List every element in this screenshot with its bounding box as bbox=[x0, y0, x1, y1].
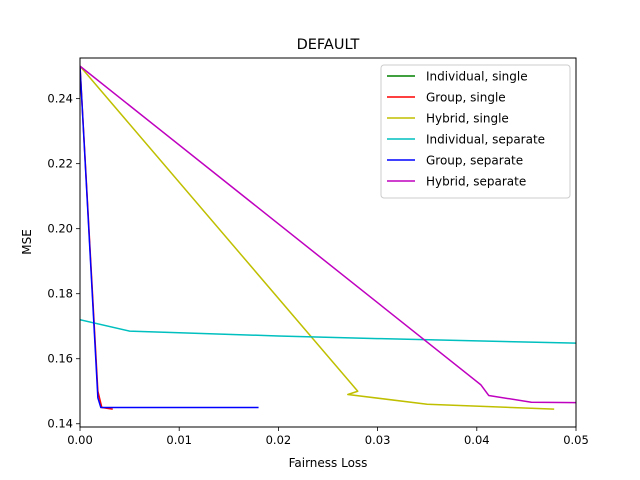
y-axis-label: MSE bbox=[20, 229, 34, 255]
series-line-3 bbox=[80, 65, 555, 410]
x-tick-label: 0.00 bbox=[67, 433, 93, 447]
y-tick-label: 0.14 bbox=[47, 417, 73, 431]
legend-box bbox=[380, 64, 571, 199]
plot-lines bbox=[80, 65, 576, 410]
y-tick-label: 0.24 bbox=[47, 92, 73, 106]
series-line-4 bbox=[80, 318, 576, 344]
series-line-5 bbox=[80, 66, 259, 409]
x-axis: 0.00 0.01 0.02 0.03 0.04 0.05 bbox=[67, 427, 589, 447]
y-tick-label: 0.22 bbox=[47, 157, 73, 171]
chart-title: DEFAULT bbox=[297, 37, 360, 53]
x-tick-label: 0.01 bbox=[166, 433, 192, 447]
x-tick-label: 0.03 bbox=[365, 433, 391, 447]
legend-label: Group, single bbox=[426, 91, 506, 105]
x-tick-label: 0.02 bbox=[266, 433, 292, 447]
series-line-6 bbox=[80, 65, 576, 404]
y-tick-label: 0.18 bbox=[47, 287, 73, 301]
legend-label: Hybrid, separate bbox=[426, 175, 526, 189]
y-tick-label: 0.16 bbox=[47, 352, 73, 366]
plot-frame bbox=[79, 57, 577, 428]
x-tick-label: 0.04 bbox=[464, 433, 490, 447]
legend-label: Hybrid, single bbox=[426, 112, 509, 126]
legend-label: Individual, single bbox=[426, 70, 528, 84]
legend: Individual, single Group, single Hybrid, s… bbox=[380, 64, 571, 199]
x-tick-label: 0.05 bbox=[563, 433, 589, 447]
legend-label: Individual, separate bbox=[426, 133, 545, 147]
x-axis-label: Fairness Loss bbox=[289, 456, 368, 470]
y-tick-label: 0.20 bbox=[47, 222, 73, 236]
legend-label: Group, separate bbox=[426, 154, 523, 168]
y-axis: 0.14 0.16 0.18 0.20 0.22 0.24 bbox=[47, 92, 80, 431]
